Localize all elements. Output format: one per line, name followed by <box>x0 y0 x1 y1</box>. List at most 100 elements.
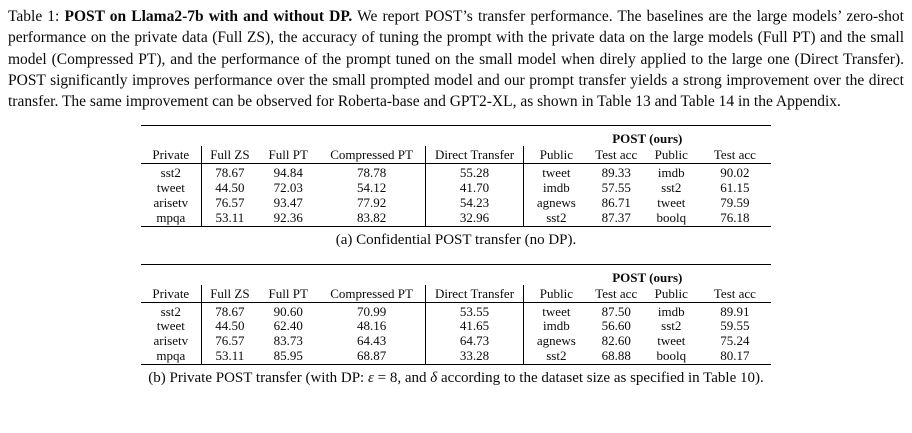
public-dataset-cell: agnews <box>536 334 576 349</box>
post-ours-group-header: POST (ours) <box>612 269 683 285</box>
table-body-no-dp: sst2 78.67 94.84 78.78 55.28 tweet 89.33 imdb 90… <box>141 163 771 227</box>
metric-value-cell: 44.50 <box>215 181 245 196</box>
metric-value-cell: 76.57 <box>215 196 245 211</box>
metric-value-cell: 56.60 <box>601 319 631 334</box>
metric-value-cell: 70.99 <box>318 302 426 320</box>
group-header-row: POST (ours) <box>141 264 771 285</box>
public-dataset-cell: tweet <box>542 165 571 181</box>
metric-value-cell: 53.11 <box>215 210 245 225</box>
metric-value-cell: 94.84 <box>273 165 303 181</box>
private-dataset-cell: sst2 <box>141 302 202 320</box>
results-table-with-dp: POST (ours) Private Full ZS Full PT Comp… <box>141 263 771 365</box>
public-dataset-cell: imdb <box>543 181 570 196</box>
col-header-direct-transfer: Direct Transfer <box>425 284 525 303</box>
private-dataset-cell: mpqa <box>141 210 202 227</box>
subcaption-text: (b) Private POST transfer (with DP: <box>148 369 368 386</box>
public-dataset-cell: boolq <box>656 210 687 225</box>
subtable-b: POST (ours) Private Full ZS Full PT Comp… <box>8 263 904 388</box>
metric-value-cell: 92.36 <box>273 210 303 225</box>
table-row: tweet 44.50 62.40 48.16 41.65 imdb 56.60 sst2 59… <box>141 319 771 335</box>
col-header-public-1: Public <box>523 284 589 303</box>
metric-value-cell: 82.60 <box>601 334 631 349</box>
metric-value-cell: 80.17 <box>720 349 750 364</box>
metric-value-cell: 44.50 <box>215 319 245 334</box>
col-header-full-zs: Full ZS <box>201 146 259 165</box>
col-header-test-acc-1: Test acc <box>588 284 644 303</box>
col-header-private: Private <box>141 146 202 165</box>
private-dataset-cell: arisetv <box>141 196 202 211</box>
metric-value-cell: 87.50 <box>601 303 631 319</box>
metric-value-cell: 77.92 <box>318 196 426 211</box>
public-dataset-cell: tweet <box>657 334 686 349</box>
metric-value-cell: 78.67 <box>215 165 245 181</box>
public-dataset-cell: sst2 <box>546 349 567 364</box>
table-row: mpqa 53.11 85.95 68.87 33.28 sst2 68.88 boolq 80… <box>141 349 771 365</box>
public-dataset-cell: sst2 <box>661 181 682 196</box>
col-header-test-acc-1: Test acc <box>588 146 644 165</box>
private-dataset-cell: arisetv <box>141 334 202 350</box>
private-dataset-cell: sst2 <box>141 163 202 182</box>
metric-value-cell: 64.43 <box>318 334 426 350</box>
metric-value-cell: 87.37 <box>601 210 631 225</box>
subcaption-a: (a) Confidential POST transfer (no DP). <box>8 231 904 250</box>
public-dataset-cell: sst2 <box>661 319 682 334</box>
metric-value-cell: 53.55 <box>425 302 525 320</box>
metric-value-cell: 68.87 <box>318 349 426 365</box>
metric-value-cell: 54.12 <box>318 181 426 197</box>
table-row: arisetv 76.57 83.73 64.43 64.73 agnews 82.60 tw… <box>141 334 771 350</box>
metric-value-cell: 48.16 <box>318 319 426 335</box>
metric-value-cell: 90.60 <box>273 303 303 319</box>
col-header-compressed-pt: Compressed PT <box>318 146 426 165</box>
metric-value-cell: 89.33 <box>601 165 631 181</box>
metric-value-cell: 75.24 <box>720 334 750 349</box>
caption-body-text: We report POST’s transfer performance. T… <box>8 8 904 111</box>
metric-value-cell: 33.28 <box>425 349 525 365</box>
table-body-with-dp: sst2 78.67 90.60 70.99 53.55 tweet 87.50 imdb 89… <box>141 302 771 365</box>
results-table-no-dp: POST (ours) Private Full ZS Full PT Comp… <box>141 125 771 227</box>
metric-value-cell: 32.96 <box>425 210 525 227</box>
public-dataset-cell: boolq <box>656 349 687 364</box>
metric-value-cell: 83.73 <box>273 334 303 349</box>
metric-value-cell: 59.55 <box>720 319 750 334</box>
metric-value-cell: 62.40 <box>273 319 303 334</box>
private-dataset-cell: tweet <box>141 319 202 335</box>
metric-value-cell: 76.57 <box>215 334 245 349</box>
math-symbol: ε <box>367 369 374 386</box>
metric-value-cell: 64.73 <box>425 334 525 350</box>
col-header-full-zs: Full ZS <box>201 284 259 303</box>
metric-value-cell: 61.15 <box>720 181 750 196</box>
metric-value-cell: 86.71 <box>601 196 631 211</box>
private-dataset-cell: mpqa <box>141 349 202 365</box>
public-dataset-cell: sst2 <box>546 210 567 225</box>
col-header-full-pt: Full PT <box>258 146 319 165</box>
metric-value-cell: 41.65 <box>425 319 525 335</box>
metric-value-cell: 83.82 <box>318 210 426 227</box>
metric-value-cell: 54.23 <box>425 196 525 211</box>
group-header-spacer <box>141 264 524 285</box>
metric-value-cell: 79.59 <box>720 196 750 211</box>
metric-value-cell: 85.95 <box>273 349 303 364</box>
public-dataset-cell: tweet <box>657 196 686 211</box>
metric-value-cell: 57.55 <box>601 181 631 196</box>
metric-value-cell: 41.70 <box>425 181 525 197</box>
public-dataset-cell: agnews <box>536 196 576 211</box>
metric-value-cell: 53.11 <box>215 349 245 364</box>
public-dataset-cell: imdb <box>543 319 570 334</box>
table-number-label: Table 1: <box>8 8 65 25</box>
table-1-caption: Table 1: POST on Llama2-7b with and with… <box>8 6 904 112</box>
col-header-public-2: Public <box>643 146 699 165</box>
col-header-public-1: Public <box>523 146 589 165</box>
column-header-row: Private Full ZS Full PT Compressed PT Di… <box>141 284 771 303</box>
table-row: sst2 78.67 90.60 70.99 53.55 tweet 87.50 imdb 89… <box>141 302 771 320</box>
column-header-row: Private Full ZS Full PT Compressed PT Di… <box>141 146 771 165</box>
metric-value-cell: 55.28 <box>425 163 525 182</box>
subcaption-text: according to the dataset size as specifi… <box>437 369 764 386</box>
col-header-test-acc-2: Test acc <box>698 146 771 165</box>
math-symbol: δ <box>430 369 438 386</box>
table-row: mpqa 53.11 92.36 83.82 32.96 sst2 87.37 boolq 76… <box>141 210 771 227</box>
metric-value-cell: 68.88 <box>601 349 631 364</box>
metric-value-cell: 93.47 <box>273 196 303 211</box>
metric-value-cell: 78.67 <box>215 303 245 319</box>
col-header-compressed-pt: Compressed PT <box>318 284 426 303</box>
col-header-private: Private <box>141 284 202 303</box>
